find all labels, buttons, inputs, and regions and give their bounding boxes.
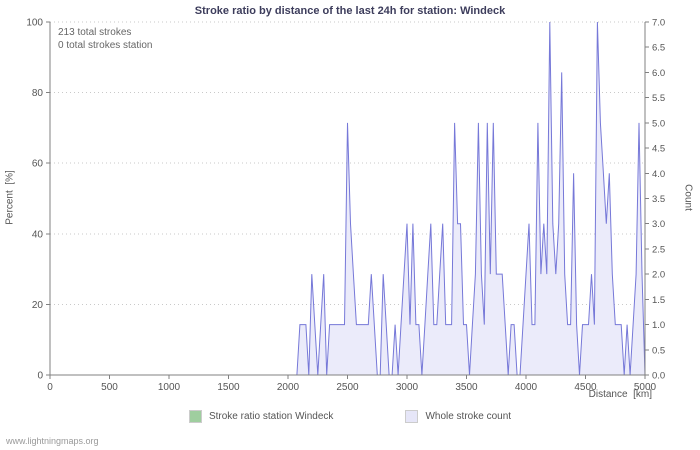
legend-item-stroke-ratio: Stroke ratio station Windeck — [188, 410, 334, 423]
svg-text:4.0: 4.0 — [652, 169, 665, 180]
svg-text:5000: 5000 — [634, 382, 657, 393]
legend-label-whole-stroke-count: Whole stroke count — [425, 411, 512, 422]
total-strokes-station-annotation: 0 total strokes station — [58, 40, 153, 51]
legend: Stroke ratio station Windeck Whole strok… — [0, 410, 700, 423]
whole-stroke-count-line-area — [50, 22, 645, 375]
svg-text:6.0: 6.0 — [652, 68, 665, 79]
plot-area: 0 500 1000 1500 2000 2500 3000 3500 4000 4500 5000… — [26, 18, 665, 394]
svg-text:3000: 3000 — [396, 382, 419, 393]
y-axis-right-label: Count — [682, 184, 694, 211]
svg-text:2500: 2500 — [336, 382, 359, 393]
svg-text:0.5: 0.5 — [652, 345, 665, 356]
whole-stroke-count-line — [50, 21, 646, 376]
svg-text:0.0: 0.0 — [652, 371, 665, 382]
svg-text:20: 20 — [32, 300, 44, 311]
svg-text:500: 500 — [101, 382, 118, 393]
watermark: www.lightningmaps.org — [6, 436, 99, 446]
stroke-ratio-swatch-icon — [188, 410, 202, 423]
svg-text:4500: 4500 — [574, 382, 597, 393]
svg-text:40: 40 — [32, 229, 44, 240]
svg-text:3500: 3500 — [455, 382, 478, 393]
svg-text:80: 80 — [32, 88, 44, 99]
svg-text:1000: 1000 — [158, 382, 181, 393]
svg-text:5.0: 5.0 — [652, 118, 665, 129]
svg-text:4000: 4000 — [515, 382, 538, 393]
svg-text:2.5: 2.5 — [652, 244, 665, 255]
svg-text:0: 0 — [47, 382, 53, 393]
legend-label-stroke-ratio: Stroke ratio station Windeck — [208, 411, 334, 422]
svg-text:1.0: 1.0 — [652, 320, 665, 331]
svg-text:5.5: 5.5 — [652, 93, 665, 104]
svg-text:1.5: 1.5 — [652, 295, 665, 306]
svg-text:2000: 2000 — [277, 382, 300, 393]
svg-text:3.5: 3.5 — [652, 194, 665, 205]
x-axis-label: Distance [km] — [588, 389, 652, 400]
svg-text:1500: 1500 — [217, 382, 240, 393]
svg-text:6.5: 6.5 — [652, 43, 665, 54]
svg-text:2.0: 2.0 — [652, 270, 665, 281]
svg-text:100: 100 — [26, 18, 43, 29]
svg-text:7.0: 7.0 — [652, 18, 665, 29]
whole-stroke-count-swatch-icon — [405, 410, 419, 423]
y-axis-left-label: Percent [%] — [4, 170, 16, 225]
legend-item-whole-stroke-count: Whole stroke count — [405, 410, 511, 423]
svg-text:0: 0 — [37, 371, 43, 382]
svg-text:4.5: 4.5 — [652, 144, 665, 155]
svg-text:60: 60 — [32, 159, 44, 170]
svg-text:3.0: 3.0 — [652, 219, 665, 230]
chart-title: Stroke ratio by distance of the last 24h… — [194, 5, 506, 17]
total-strokes-annotation: 213 total strokes — [58, 27, 132, 38]
